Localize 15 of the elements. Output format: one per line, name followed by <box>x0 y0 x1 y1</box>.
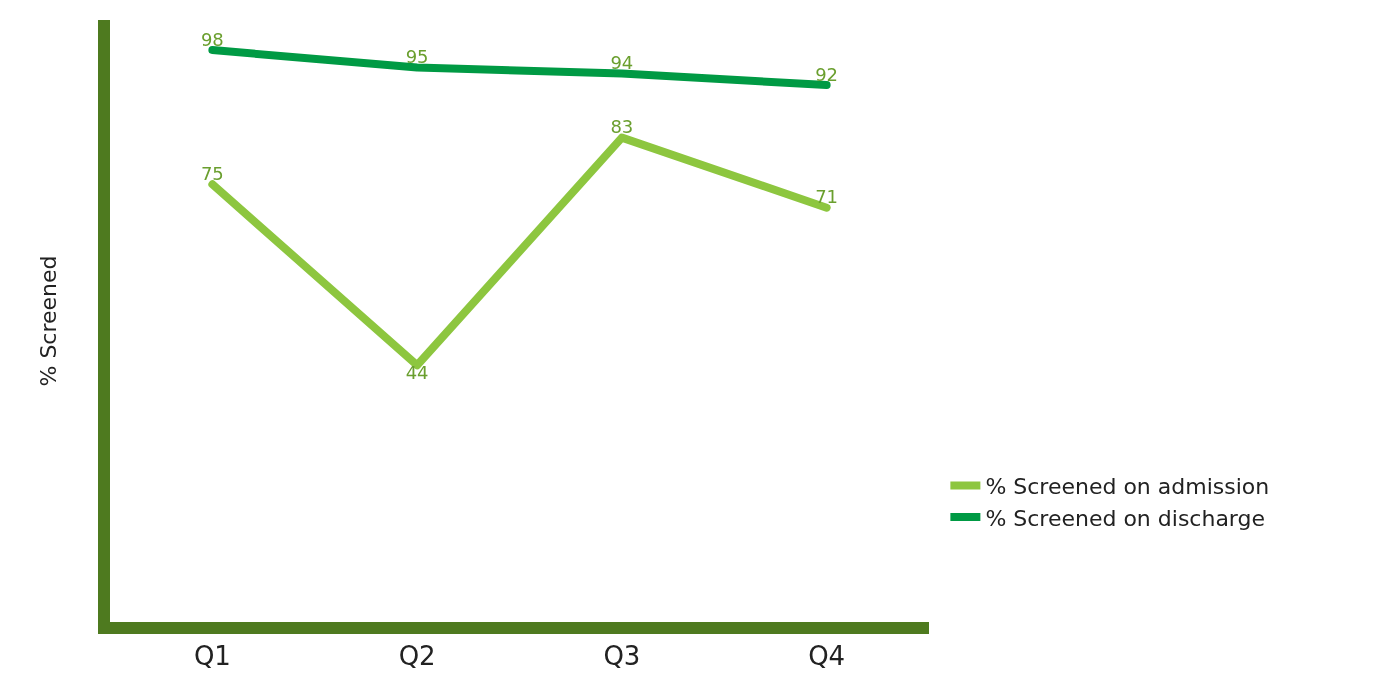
data-label: 95 <box>405 46 429 68</box>
data-label: 83 <box>610 116 634 138</box>
x-tick-label: Q3 <box>603 641 641 672</box>
data-label: 94 <box>610 51 634 73</box>
legend-label: % Screened on admission <box>985 473 1270 499</box>
data-label: 92 <box>815 63 839 85</box>
y-axis-title: % Screened <box>36 255 61 387</box>
data-label: 98 <box>200 28 224 50</box>
x-tick-label: Q1 <box>193 641 231 672</box>
x-tick-label: Q4 <box>808 641 846 672</box>
legend-label: % Screened on discharge <box>985 505 1266 531</box>
x-tick-label: Q2 <box>398 641 436 672</box>
data-label: 71 <box>815 186 839 208</box>
data-label: 44 <box>405 361 429 383</box>
data-label: 75 <box>200 162 224 184</box>
